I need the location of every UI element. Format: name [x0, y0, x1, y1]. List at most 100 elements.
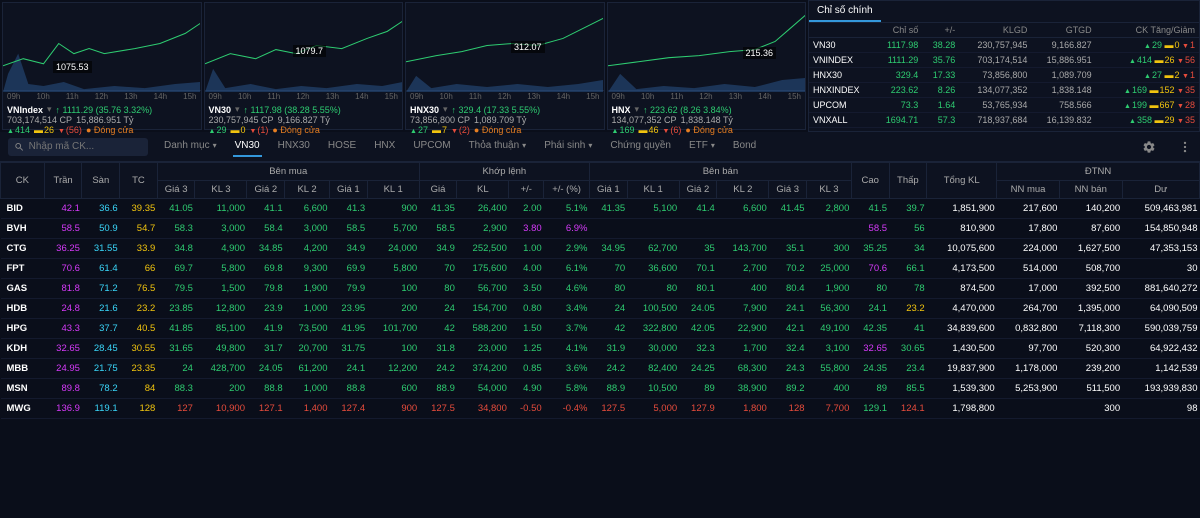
cell: 50.9	[82, 219, 120, 239]
col-tongkl[interactable]: Tổng KL	[927, 163, 997, 199]
tab-thỏa-thuận[interactable]: Thỏa thuận	[467, 136, 529, 157]
subcol[interactable]: KL 3	[807, 181, 852, 199]
cell: 1,700	[717, 339, 769, 359]
subcol[interactable]: Giá	[419, 181, 457, 199]
cell: 78.2	[82, 379, 120, 399]
subcol[interactable]: KL 3	[195, 181, 247, 199]
cell: 56,300	[807, 299, 852, 319]
subcol[interactable]: Giá 3	[769, 181, 807, 199]
subcol[interactable]: NN bán	[1059, 181, 1122, 199]
col-thap[interactable]: Thấp	[889, 163, 927, 199]
tab-hnx30[interactable]: HNX30	[276, 136, 312, 157]
mini-chart-hnx[interactable]: 215.36 09h10h11h12h13h14h15h HNX ▾ ↑ 223…	[607, 2, 807, 130]
subcol[interactable]: Dư	[1122, 181, 1199, 199]
index-row[interactable]: VN301117.9838.28230,757,9459,166.82729 0…	[809, 38, 1199, 53]
index-row[interactable]: VNXALL1694.7157.3718,937,68416,139.83235…	[809, 113, 1199, 128]
col-benmua: Bên mua	[157, 163, 419, 181]
cell: 55,800	[807, 359, 852, 379]
cell: 5,800	[367, 259, 419, 279]
tab-vn30[interactable]: VN30	[233, 136, 262, 157]
subcol[interactable]: NN mua	[997, 181, 1060, 199]
cell: 20,700	[285, 339, 330, 359]
cell: 6,600	[285, 199, 330, 219]
cell: 1,500	[195, 279, 247, 299]
index-row[interactable]: UPCOM73.31.6453,765,934758.566199 667 28	[809, 98, 1199, 113]
cell: 100	[367, 279, 419, 299]
table-row[interactable]: GAS81.871.276.579.51,50079.81,90079.9100…	[1, 279, 1200, 299]
tab-etf[interactable]: ETF	[687, 136, 717, 157]
col-ck[interactable]: CK	[1, 163, 45, 199]
cell: 3.6%	[544, 359, 590, 379]
tab-danh-mục[interactable]: Danh mục	[162, 136, 219, 157]
col-cao[interactable]: Cao	[851, 163, 889, 199]
subcol[interactable]: KL	[457, 181, 509, 199]
cell: 264,700	[997, 299, 1060, 319]
index-row[interactable]: HNXINDEX223.628.26134,077,3521,838.14816…	[809, 83, 1199, 98]
cell: 23.9	[247, 299, 285, 319]
cell: 124.1	[889, 399, 927, 419]
cell: 4.6%	[544, 279, 590, 299]
gear-icon[interactable]	[1142, 140, 1156, 154]
col-san[interactable]: Sàn	[82, 163, 120, 199]
cell: 3,000	[285, 219, 330, 239]
subcol[interactable]: +/-	[509, 181, 544, 199]
subcol[interactable]: KL 1	[367, 181, 419, 199]
cell	[807, 219, 852, 239]
cell: 41.3	[330, 199, 368, 219]
cell: 89.8	[44, 379, 82, 399]
index-row[interactable]: VNINDEX1111.2935.76703,174,51415,886.951…	[809, 53, 1199, 68]
sidebar-tab-main[interactable]: Chỉ số chính	[809, 1, 881, 22]
subcol[interactable]: +/- (%)	[544, 181, 590, 199]
table-row[interactable]: MSN89.878.28488.320088.81,00088.860088.9…	[1, 379, 1200, 399]
cell: 47,353,153	[1122, 239, 1199, 259]
table-row[interactable]: MBB24.9521.7523.3524428,70024.0561,20024…	[1, 359, 1200, 379]
cell: 239,200	[1059, 359, 1122, 379]
cell: 41.35	[589, 199, 627, 219]
table-row[interactable]: CTG36.2531.5533.934.84,90034.854,20034.9…	[1, 239, 1200, 259]
more-icon[interactable]	[1178, 140, 1192, 154]
tab-hose[interactable]: HOSE	[326, 136, 358, 157]
cell: 300	[1059, 399, 1122, 419]
subcol[interactable]: Giá 2	[247, 181, 285, 199]
subcol[interactable]: Giá 1	[330, 181, 368, 199]
table-row[interactable]: KDH32.6528.4530.5531.6549,80031.720,7003…	[1, 339, 1200, 359]
cell: 24	[589, 299, 627, 319]
subcol[interactable]: KL 2	[285, 181, 330, 199]
cell: 400	[717, 279, 769, 299]
tab-upcom[interactable]: UPCOM	[411, 136, 452, 157]
search-input[interactable]	[29, 141, 142, 152]
cell: 69.9	[330, 259, 368, 279]
col-tc[interactable]: TC	[120, 163, 158, 199]
search-box[interactable]	[8, 138, 148, 156]
table-row[interactable]: FPT70.661.46669.75,80069.89,30069.95,800…	[1, 259, 1200, 279]
cell: 34.8	[157, 239, 195, 259]
table-row[interactable]: MWG136.9119.112812710,900127.11,400127.4…	[1, 399, 1200, 419]
table-row[interactable]: BVH58.550.954.758.33,00058.43,00058.55,7…	[1, 219, 1200, 239]
subcol[interactable]: Giá 1	[589, 181, 627, 199]
subcol[interactable]: Giá 2	[679, 181, 717, 199]
cell: 25,000	[807, 259, 852, 279]
tab-phái-sinh[interactable]: Phái sinh	[542, 136, 594, 157]
table-row[interactable]: HPG43.337.740.541.8585,10041.973,50041.9…	[1, 319, 1200, 339]
subcol[interactable]: KL 1	[627, 181, 679, 199]
col-tran[interactable]: Trần	[44, 163, 82, 199]
cell: 35.25	[851, 239, 889, 259]
subcol[interactable]: KL 2	[717, 181, 769, 199]
mini-chart-vn30[interactable]: 1079.7 09h10h11h12h13h14h15h VN30 ▾ ↑ 11…	[204, 2, 404, 130]
cell: 61,200	[285, 359, 330, 379]
tab-chứng-quyền[interactable]: Chứng quyền	[608, 136, 673, 157]
table-row[interactable]: HDB24.821.623.223.8512,80023.91,00023.95…	[1, 299, 1200, 319]
tab-bond[interactable]: Bond	[731, 136, 758, 157]
cell: 300	[807, 239, 852, 259]
cell: 88.9	[419, 379, 457, 399]
index-row[interactable]: HNX30329.417.3373,856,8001,089.70927 2 1	[809, 68, 1199, 83]
mini-chart-vnindex[interactable]: 1075.53 09h10h11h12h13h14h15h VNIndex ▾ …	[2, 2, 202, 130]
subcol[interactable]: Giá 3	[157, 181, 195, 199]
mini-chart-hnx30[interactable]: 312.07 09h10h11h12h13h14h15h HNX30 ▾ ↑ 3…	[405, 2, 605, 130]
cell: 23.95	[330, 299, 368, 319]
tab-hnx[interactable]: HNX	[372, 136, 397, 157]
table-row[interactable]: BID42.136.639.3541.0511,00041.16,60041.3…	[1, 199, 1200, 219]
cell: GAS	[1, 279, 45, 299]
cell: 881,640,272	[1122, 279, 1199, 299]
cell: 1,000	[285, 379, 330, 399]
